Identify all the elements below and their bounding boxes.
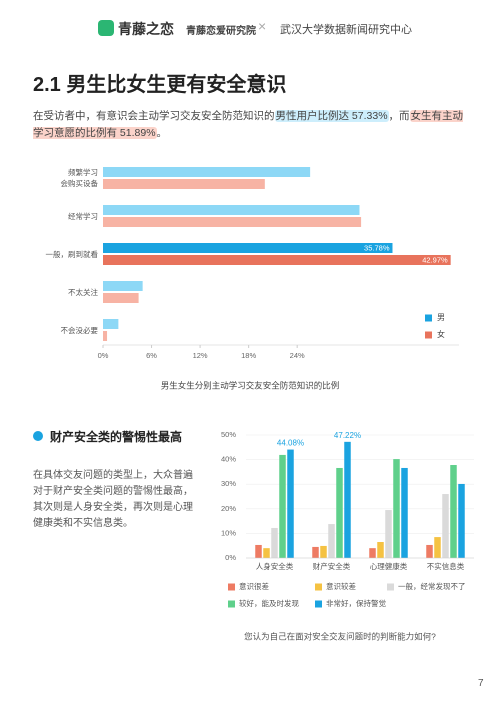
x-tick-label: 24% [290,351,305,360]
value-label: 44.08% [277,439,304,448]
institute: 青藤恋爱研究院 [186,26,256,37]
bar [328,524,335,558]
bar [426,544,433,558]
separator: × [258,18,267,34]
bar [103,205,360,215]
legend-label: 一般，经常发现不了 [398,581,466,591]
x-tick-label: 财产安全类 [313,561,351,571]
section-title: 2.1 男生比女生更有安全意识 [33,74,287,96]
legend-label: 男 [437,313,445,322]
value-label: 35.78% [364,243,390,252]
bar [287,449,294,558]
x-tick-label: 不实信息类 [427,561,465,571]
x-tick-label: 12% [193,351,208,360]
bar [103,331,108,341]
legend-marker [387,583,394,591]
bar [377,542,384,558]
legend-marker [315,583,322,591]
legend-marker [228,600,235,608]
bar [336,467,343,558]
x-tick-label: 心理健康类 [370,561,408,571]
chart-caption: 男生女生分别主动学习交友安全防范知识的比例 [161,380,340,390]
y-tick-label: 一般，刷到就看 [45,249,99,259]
legend-label: 意识很差 [239,581,269,591]
bar [393,459,400,558]
bar [450,465,457,558]
intro-text: 在受访者中，有意识会主动学习交友安全防范知识的 [33,110,275,122]
y-tick-label: 不太关注 [68,287,98,297]
partner: 武汉大学数据新闻研究中心 [280,24,412,36]
bar [385,510,392,558]
bar [344,441,351,558]
bar [103,281,143,291]
sidebar-text: 在具体交友问题的类型上，大众普遍对于财产安全类问题的警惕性最高，其次则是人身安全… [33,470,193,529]
legend-label: 非常好，保持警觉 [326,598,386,608]
y-tick-label: 50% [221,430,236,439]
legend-label: 意识较差 [326,581,356,591]
page-number: 7 [478,678,484,689]
bar [103,179,265,189]
x-tick-label: 6% [146,351,157,360]
sidebar-heading: 财产安全类的警惕性最高 [50,430,183,444]
value-label: 42.97% [422,255,448,264]
legend-marker [425,314,432,322]
brand-logo [98,20,114,36]
value-label: 47.22% [334,431,361,440]
bar [434,537,441,558]
bar [458,483,465,558]
bar [103,243,393,253]
chart-caption: 您认为自己在面对安全交友问题时的判断能力如何? [244,631,436,641]
brand: 青藤之恋 [118,21,174,37]
y-tick-label: 经常学习 [68,211,98,221]
bar [312,546,319,558]
bar [320,545,327,558]
bar [103,167,311,177]
bar [369,548,376,558]
x-tick-label: 0% [98,351,109,360]
bullet [33,431,43,441]
bar [442,494,449,558]
bar [103,255,451,265]
bar [103,293,139,303]
intro-text: ，而 [388,110,410,122]
bar [103,319,119,329]
intro-highlight: 男性用户比例达 57.33% [274,110,389,122]
y-tick-label: 不会没必要 [60,325,99,335]
bar [263,548,270,558]
bar [401,467,408,558]
legend-marker [425,331,432,339]
bar [271,527,278,558]
y-tick-label: 10% [221,528,236,537]
y-tick-label: 频繁学习 会购买设备 [60,168,99,188]
y-tick-label: 20% [221,504,236,513]
intro-text: 。 [156,127,168,139]
y-tick-label: 0% [225,553,236,562]
bar [279,454,286,558]
legend-label: 较好，能及时发现 [239,598,299,608]
bar [255,544,262,558]
legend-marker [315,600,322,608]
bar [103,217,362,227]
legend-label: 女 [437,329,445,339]
legend-marker [228,583,235,591]
y-tick-label: 40% [221,455,236,464]
x-tick-label: 人身安全类 [256,561,294,571]
x-tick-label: 18% [241,351,256,360]
intro: 在受访者中，有意识会主动学习交友安全防范知识的男性用户比例达 57.33%，而女… [33,108,473,142]
y-tick-label: 30% [221,479,236,488]
